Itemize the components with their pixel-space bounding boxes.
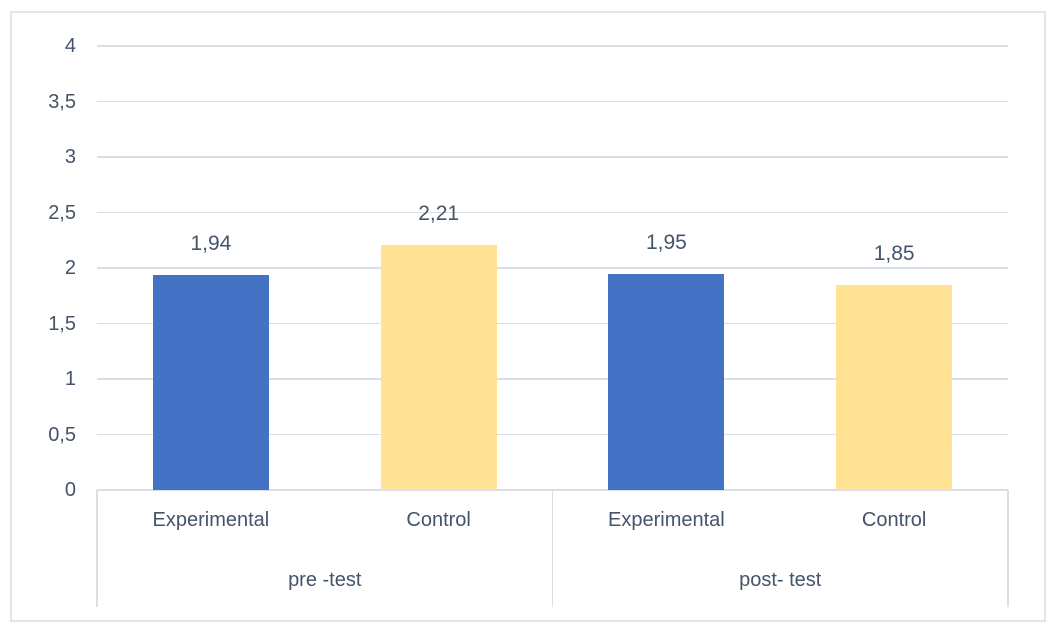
gridline bbox=[97, 156, 1008, 158]
y-axis-tick-label: 2 bbox=[64, 257, 76, 279]
bar-chart: 0 0,5 1 1,5 2 2,5 3 3,5 4 1,94 Experimental 2,21 Con… bbox=[10, 11, 1046, 622]
y-axis-tick-label: 3,5 bbox=[48, 90, 76, 113]
y-axis-tick-label: 0 bbox=[64, 479, 76, 501]
data-label-pre-test-experimental: 1,94 bbox=[190, 231, 232, 255]
data-label-pre-test-control: 2,21 bbox=[418, 201, 460, 225]
category-label-pre-test-control: Control bbox=[406, 509, 471, 531]
y-axis-tick-label: 2,5 bbox=[48, 201, 76, 224]
y-axis-tick-label: 0,5 bbox=[48, 423, 76, 446]
group-label-post-test: post- test bbox=[739, 569, 822, 591]
bar-post-test-control bbox=[836, 284, 953, 490]
group-label-pre-test: pre -test bbox=[288, 569, 362, 591]
category-label-post-test-control: Control bbox=[861, 509, 927, 531]
y-axis-tick-label: 1,5 bbox=[48, 312, 76, 335]
bar-post-test-experimental bbox=[608, 273, 725, 490]
gridline bbox=[97, 322, 1008, 325]
data-label-post-test-control: 1,85 bbox=[873, 241, 915, 265]
gridline bbox=[97, 45, 1008, 47]
data-label-post-test-experimental: 1,95 bbox=[645, 230, 687, 254]
gridline bbox=[97, 267, 1008, 269]
y-axis-tick-label: 1 bbox=[64, 368, 76, 390]
category-label-post-test-experimental: Experimental bbox=[608, 509, 725, 531]
gridline bbox=[97, 378, 1008, 380]
gridline bbox=[97, 100, 1008, 103]
gridline bbox=[97, 433, 1008, 436]
category-label-pre-test-experimental: Experimental bbox=[152, 509, 270, 531]
y-axis-tick-label: 3 bbox=[64, 146, 76, 168]
category-axis-separator bbox=[551, 490, 554, 607]
category-axis-separator bbox=[96, 490, 98, 607]
bar-pre-test-control bbox=[380, 244, 497, 490]
category-axis-separator bbox=[1007, 490, 1009, 607]
gridline bbox=[97, 211, 1008, 214]
y-axis-tick-label: 4 bbox=[64, 35, 76, 57]
bar-pre-test-experimental bbox=[152, 274, 269, 490]
